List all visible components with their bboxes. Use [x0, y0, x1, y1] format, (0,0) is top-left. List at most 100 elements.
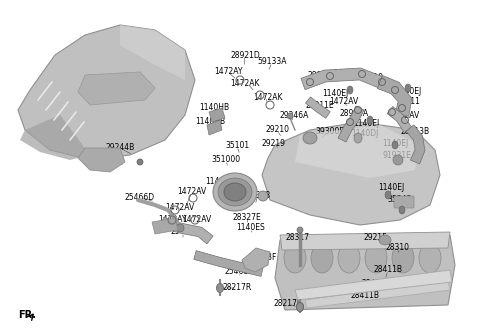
Text: 1140EJ: 1140EJ — [382, 138, 408, 148]
Ellipse shape — [385, 191, 391, 199]
Text: 28411B: 28411B — [361, 278, 391, 288]
Polygon shape — [301, 68, 382, 90]
Polygon shape — [338, 106, 364, 142]
Polygon shape — [207, 120, 222, 135]
Ellipse shape — [297, 227, 303, 233]
Ellipse shape — [137, 159, 143, 165]
Ellipse shape — [393, 155, 403, 165]
Text: 35343: 35343 — [388, 195, 412, 204]
Text: 1140EJ: 1140EJ — [322, 89, 348, 97]
Ellipse shape — [399, 206, 405, 214]
Text: 25468: 25468 — [171, 228, 195, 236]
Polygon shape — [377, 75, 412, 116]
Text: 28913B: 28913B — [400, 128, 430, 136]
Polygon shape — [305, 280, 450, 308]
Text: 39300E: 39300E — [315, 128, 345, 136]
Ellipse shape — [347, 86, 353, 94]
Text: 28217R: 28217R — [222, 283, 252, 293]
Text: 28217L: 28217L — [274, 299, 302, 309]
Polygon shape — [78, 72, 155, 105]
Text: 29240: 29240 — [95, 156, 119, 166]
Ellipse shape — [338, 243, 360, 273]
Polygon shape — [152, 218, 178, 234]
Ellipse shape — [365, 243, 387, 273]
Text: 28327E: 28327E — [233, 213, 262, 221]
Polygon shape — [305, 97, 330, 118]
Text: 1140EJ: 1140EJ — [378, 183, 404, 193]
Ellipse shape — [297, 302, 303, 312]
Polygon shape — [275, 235, 455, 310]
Text: 28912A: 28912A — [339, 110, 369, 118]
Ellipse shape — [392, 141, 398, 149]
Text: 1472AV: 1472AV — [178, 188, 206, 196]
Text: 91931E: 91931E — [383, 151, 411, 159]
Text: 28413F: 28413F — [249, 254, 277, 262]
Text: 28310: 28310 — [385, 243, 409, 253]
Text: 13398: 13398 — [246, 191, 270, 199]
Text: 1140DJ: 1140DJ — [351, 129, 379, 137]
FancyBboxPatch shape — [394, 196, 414, 208]
Polygon shape — [262, 122, 440, 225]
Text: 25466D: 25466D — [125, 193, 155, 201]
Polygon shape — [194, 251, 263, 277]
Ellipse shape — [218, 178, 252, 206]
Polygon shape — [295, 125, 420, 178]
Ellipse shape — [258, 191, 268, 201]
Text: 1140EY: 1140EY — [206, 176, 234, 186]
Ellipse shape — [367, 116, 373, 124]
Text: 1140HB: 1140HB — [199, 104, 229, 113]
Text: 1472AV: 1472AV — [329, 97, 359, 107]
Text: 29215: 29215 — [363, 234, 387, 242]
Ellipse shape — [287, 113, 293, 119]
Text: 29219: 29219 — [262, 138, 286, 148]
Text: 29244B: 29244B — [106, 144, 134, 153]
Text: 28911E: 28911E — [306, 100, 334, 110]
Text: 28411B: 28411B — [350, 291, 380, 299]
Polygon shape — [78, 148, 125, 172]
Ellipse shape — [224, 183, 246, 201]
Ellipse shape — [213, 173, 257, 211]
Ellipse shape — [297, 302, 303, 312]
Polygon shape — [387, 107, 412, 133]
Text: 1472AV: 1472AV — [334, 69, 362, 77]
Polygon shape — [209, 108, 225, 122]
Text: 59133A: 59133A — [257, 57, 287, 67]
Text: 1140ES: 1140ES — [237, 223, 265, 233]
Ellipse shape — [216, 283, 224, 293]
Ellipse shape — [284, 243, 306, 273]
Polygon shape — [295, 270, 452, 300]
Text: 1472AV: 1472AV — [390, 111, 420, 119]
Text: 28914: 28914 — [308, 71, 332, 79]
Text: 1472AK: 1472AK — [230, 79, 260, 89]
Text: 351000: 351000 — [211, 155, 240, 165]
Text: 28910: 28910 — [360, 73, 384, 83]
Text: 1140EJ: 1140EJ — [353, 119, 379, 129]
Polygon shape — [280, 232, 450, 250]
Text: 28317: 28317 — [286, 233, 310, 241]
Text: 1472AK: 1472AK — [253, 92, 283, 101]
Ellipse shape — [379, 235, 391, 245]
Text: 1472AY: 1472AY — [158, 215, 186, 223]
Ellipse shape — [303, 132, 317, 144]
Ellipse shape — [405, 84, 411, 92]
Text: 1140EJ: 1140EJ — [395, 87, 421, 95]
Text: 1140HB: 1140HB — [195, 117, 225, 127]
Text: FR.: FR. — [18, 310, 36, 320]
Text: 28911: 28911 — [396, 96, 420, 106]
Text: 29246A: 29246A — [279, 112, 309, 120]
Text: 28921D: 28921D — [230, 51, 260, 59]
Text: 1472AV: 1472AV — [166, 202, 194, 212]
Polygon shape — [160, 217, 213, 244]
Text: 1472AV: 1472AV — [182, 215, 212, 223]
Ellipse shape — [419, 243, 441, 273]
Polygon shape — [120, 25, 185, 80]
Text: 35101: 35101 — [225, 141, 249, 151]
Text: 29210: 29210 — [265, 126, 289, 134]
Text: 1472AY: 1472AY — [214, 68, 242, 76]
Text: 28411B: 28411B — [373, 265, 403, 275]
Ellipse shape — [354, 133, 362, 143]
Polygon shape — [20, 115, 90, 160]
Polygon shape — [242, 248, 270, 272]
Polygon shape — [18, 25, 195, 160]
Ellipse shape — [311, 243, 333, 273]
